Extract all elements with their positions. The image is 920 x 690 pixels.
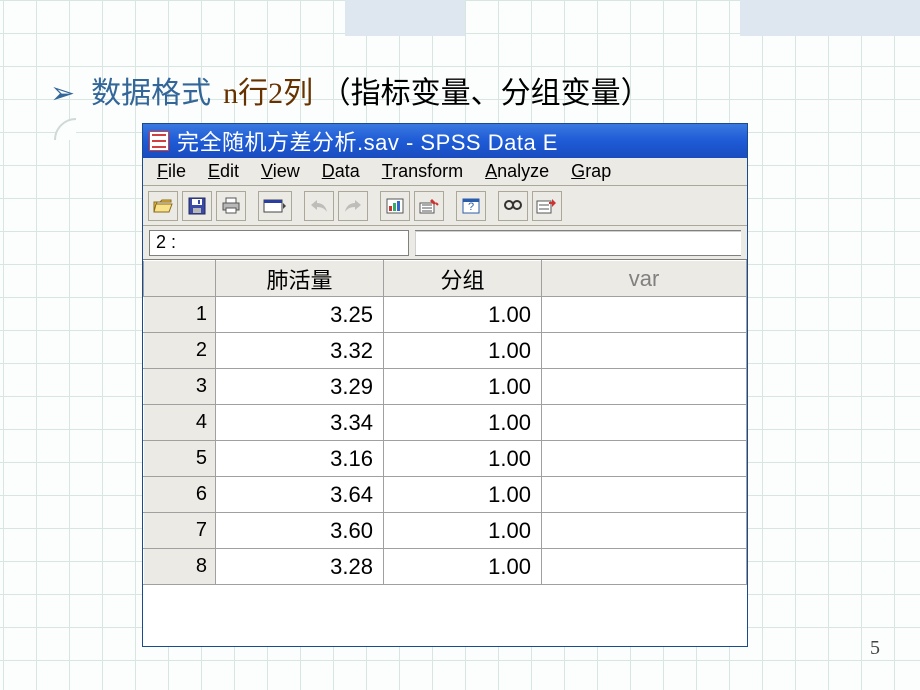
cell-b[interactable]: 1.00: [384, 333, 542, 369]
menu-analyze[interactable]: Analyze: [475, 159, 561, 184]
cell-empty[interactable]: [542, 477, 747, 513]
cell-b[interactable]: 1.00: [384, 477, 542, 513]
heading-part2b: （指标变量、分组变量）: [321, 77, 651, 110]
heading-part1: 数据格式: [91, 68, 211, 112]
table-row: 13.251.00: [144, 297, 747, 333]
cell-empty[interactable]: [542, 441, 747, 477]
cell-b[interactable]: 1.00: [384, 441, 542, 477]
row-number[interactable]: 3: [144, 369, 216, 405]
find-icon[interactable]: [498, 191, 528, 221]
app-icon: [149, 131, 169, 151]
col-header-b[interactable]: 分组: [384, 261, 542, 297]
decor-band-left: [345, 0, 465, 36]
cell-a[interactable]: 3.25: [216, 297, 384, 333]
cell-empty[interactable]: [542, 549, 747, 585]
col-header-var[interactable]: var: [542, 261, 747, 297]
page-number: 5: [870, 637, 880, 660]
goto-chart-icon[interactable]: [380, 191, 410, 221]
cell-value-box[interactable]: [415, 230, 741, 256]
corner-cell[interactable]: [144, 261, 216, 297]
spss-window: 完全随机方差分析.sav - SPSS Data E File Edit Vie…: [142, 123, 748, 647]
insert-case-icon[interactable]: [532, 191, 562, 221]
menu-data[interactable]: Data: [312, 159, 372, 184]
variables-icon[interactable]: ?: [456, 191, 486, 221]
row-number[interactable]: 6: [144, 477, 216, 513]
heading-line: ➢ 数据格式 n行2列 （指标变量、分组变量）: [50, 68, 651, 112]
cell-b[interactable]: 1.00: [384, 549, 542, 585]
row-number[interactable]: 1: [144, 297, 216, 333]
row-number[interactable]: 2: [144, 333, 216, 369]
toolbar: ?: [143, 186, 747, 226]
cell-a[interactable]: 3.16: [216, 441, 384, 477]
col-header-a[interactable]: 肺活量: [216, 261, 384, 297]
menu-edit[interactable]: Edit: [198, 159, 251, 184]
cell-empty[interactable]: [542, 369, 747, 405]
cell-a[interactable]: 3.34: [216, 405, 384, 441]
cell-empty[interactable]: [542, 513, 747, 549]
heading-part2a: n行2列: [223, 77, 313, 110]
cell-b[interactable]: 1.00: [384, 297, 542, 333]
cell-a[interactable]: 3.29: [216, 369, 384, 405]
table-row: 23.321.00: [144, 333, 747, 369]
cell-b[interactable]: 1.00: [384, 405, 542, 441]
cell-b[interactable]: 1.00: [384, 513, 542, 549]
cell-empty[interactable]: [542, 297, 747, 333]
cell-indicator-row: 2 :: [143, 226, 747, 260]
table-row: 53.161.00: [144, 441, 747, 477]
titlebar[interactable]: 完全随机方差分析.sav - SPSS Data E: [143, 124, 747, 158]
goto-case-icon[interactable]: [414, 191, 444, 221]
menu-file[interactable]: File: [147, 159, 198, 184]
menu-transform[interactable]: Transform: [372, 159, 475, 184]
header-row: 肺活量 分组 var: [144, 261, 747, 297]
menubar: File Edit View Data Transform Analyze Gr…: [143, 158, 747, 186]
table-row: 73.601.00: [144, 513, 747, 549]
menu-view[interactable]: View: [251, 159, 312, 184]
dialog-recall-icon[interactable]: [258, 191, 292, 221]
row-number[interactable]: 5: [144, 441, 216, 477]
table-row: 33.291.00: [144, 369, 747, 405]
undo-icon[interactable]: [304, 191, 334, 221]
open-icon[interactable]: [148, 191, 178, 221]
cell-indicator[interactable]: 2 :: [149, 230, 409, 256]
cell-a[interactable]: 3.32: [216, 333, 384, 369]
row-number[interactable]: 7: [144, 513, 216, 549]
print-icon[interactable]: [216, 191, 246, 221]
cell-a[interactable]: 3.28: [216, 549, 384, 585]
titlebar-text: 完全随机方差分析.sav - SPSS Data E: [177, 125, 741, 157]
decor-band-right: [740, 0, 920, 36]
row-number[interactable]: 8: [144, 549, 216, 585]
cell-a[interactable]: 3.64: [216, 477, 384, 513]
bullet-arrow-icon: ➢: [50, 76, 75, 111]
table-row: 63.641.00: [144, 477, 747, 513]
save-icon[interactable]: [182, 191, 212, 221]
heading-part2: n行2列 （指标变量、分组变量）: [223, 68, 651, 112]
row-number[interactable]: 4: [144, 405, 216, 441]
cell-a[interactable]: 3.60: [216, 513, 384, 549]
redo-icon[interactable]: [338, 191, 368, 221]
data-grid: 肺活量 分组 var 13.251.0023.321.0033.291.0043…: [143, 260, 747, 585]
table-row: 83.281.00: [144, 549, 747, 585]
cell-empty[interactable]: [542, 333, 747, 369]
menu-graphs[interactable]: Grap: [561, 159, 623, 184]
cell-b[interactable]: 1.00: [384, 369, 542, 405]
table-row: 43.341.00: [144, 405, 747, 441]
cell-empty[interactable]: [542, 405, 747, 441]
svg-text:?: ?: [468, 201, 474, 213]
